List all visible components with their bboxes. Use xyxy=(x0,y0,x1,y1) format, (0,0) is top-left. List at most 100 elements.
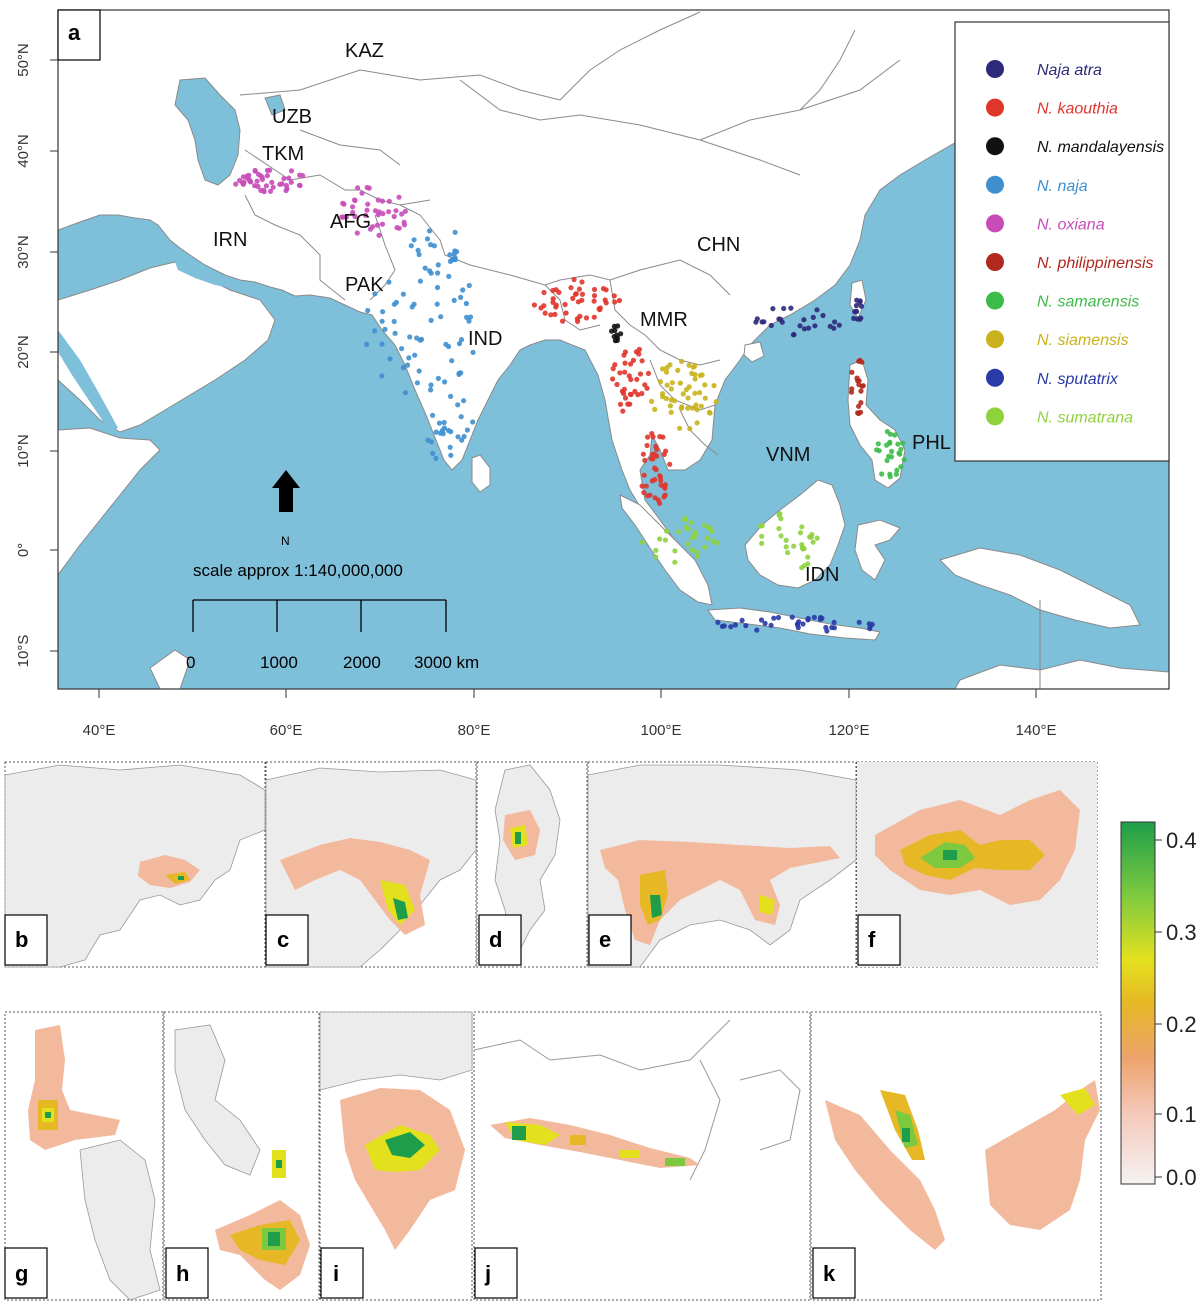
occurrence-point xyxy=(359,190,365,196)
habitat-suitability-panels: b c d e xyxy=(4,761,1102,1301)
occurrence-point xyxy=(612,362,618,368)
occurrence-point xyxy=(620,408,626,414)
occurrence-point xyxy=(435,270,441,276)
occurrence-point xyxy=(627,391,634,397)
occurrence-point xyxy=(447,444,453,450)
scale-tick: 2000 xyxy=(343,653,381,672)
occurrence-point xyxy=(622,395,629,401)
occurrence-point xyxy=(364,341,370,347)
occurrence-point xyxy=(372,291,378,297)
occurrence-point xyxy=(657,473,663,479)
occurrence-point xyxy=(900,440,906,446)
occurrence-point xyxy=(658,482,664,488)
occurrence-point xyxy=(552,311,558,317)
occurrence-point xyxy=(576,286,583,292)
occurrence-point xyxy=(542,310,548,316)
occurrence-point xyxy=(611,293,617,299)
panel-c-label: c xyxy=(277,927,289,952)
occurrence-point xyxy=(441,419,447,426)
occurrence-point xyxy=(392,330,398,336)
occurrence-point xyxy=(297,182,303,189)
occurrence-point xyxy=(702,382,708,388)
occurrence-point xyxy=(636,351,642,357)
aral-sea xyxy=(264,94,286,116)
occurrence-point xyxy=(667,362,673,368)
occurrence-point xyxy=(641,472,647,478)
panel-i-land xyxy=(319,1011,473,1091)
occurrence-point xyxy=(805,617,811,623)
panel-j-label-box xyxy=(474,1247,518,1299)
occurrence-point xyxy=(692,372,698,378)
occurrence-point xyxy=(379,221,386,227)
occurrence-point xyxy=(438,314,444,320)
occurrence-point xyxy=(433,455,439,461)
occurrence-point xyxy=(446,343,452,350)
panel-f-hotspot-center xyxy=(943,850,957,860)
legend-label: N. philippinensis xyxy=(1037,255,1154,272)
occurrence-point xyxy=(382,326,388,332)
occurrence-point xyxy=(711,383,717,389)
occurrence-point xyxy=(466,282,472,289)
occurrence-point xyxy=(664,528,670,534)
occurrence-point xyxy=(898,446,904,452)
panel-k-suitability-borneo xyxy=(985,1080,1100,1230)
panel-j-patch-2 xyxy=(620,1150,640,1158)
panel-label-box-a xyxy=(57,9,101,61)
occurrence-point xyxy=(396,225,402,231)
occurrence-point xyxy=(288,168,295,174)
land-hainan xyxy=(743,341,765,363)
occurrence-point xyxy=(858,400,864,406)
occurrence-point xyxy=(776,512,782,518)
occurrence-point xyxy=(757,523,764,529)
occurrence-point xyxy=(365,307,371,314)
occurrence-point xyxy=(411,301,417,307)
occurrence-point xyxy=(417,278,423,284)
occurrence-point xyxy=(297,172,303,178)
occurrence-point xyxy=(704,535,710,541)
occurrence-point xyxy=(370,224,376,230)
occurrence-point xyxy=(645,370,652,376)
occurrence-point xyxy=(672,548,678,554)
panel-k-label: k xyxy=(823,1261,836,1286)
lon-ticks: 40°E 60°E 80°E 100°E 120°E 140°E xyxy=(83,689,1057,739)
occurrence-point xyxy=(768,622,774,628)
occurrence-point xyxy=(628,376,634,383)
colorbar-ramp xyxy=(1120,821,1156,1185)
occurrence-point xyxy=(434,301,440,307)
occurrence-point xyxy=(680,391,686,397)
colorbar-ticks: 0.4 0.3 0.2 0.1 0.0 xyxy=(1155,828,1197,1190)
occurrence-point xyxy=(463,300,469,307)
occurrence-point xyxy=(653,443,659,449)
occurrence-point xyxy=(573,291,579,297)
land-africa xyxy=(58,427,161,576)
occurrence-point xyxy=(386,209,392,215)
panel-d-land xyxy=(494,764,561,951)
occurrence-point xyxy=(644,442,650,449)
panel-b-hotspot-core xyxy=(178,876,184,880)
occurrence-point xyxy=(350,204,356,210)
legend-items: Naja atra N. kaouthia N. mandalayensis N. n… xyxy=(986,60,1164,426)
occurrence-point xyxy=(824,628,830,634)
occurrence-point xyxy=(628,361,634,367)
lon-tick-label: 40°E xyxy=(83,722,116,739)
occurrence-point xyxy=(652,477,658,483)
panel-i: i xyxy=(319,1011,473,1301)
occurrence-point xyxy=(400,364,406,371)
occurrence-point xyxy=(728,624,734,630)
occurrence-point xyxy=(887,474,893,480)
red-sea xyxy=(58,330,118,432)
occurrence-point xyxy=(343,214,349,220)
occurrence-point xyxy=(270,184,276,190)
occurrence-point xyxy=(339,214,345,220)
occurrence-point xyxy=(591,314,597,320)
occurrence-point xyxy=(427,268,433,274)
panel-h-patch-core xyxy=(276,1160,282,1168)
occurrence-point xyxy=(252,167,258,174)
occurrence-point xyxy=(788,305,794,311)
occurrence-point xyxy=(679,358,685,364)
panel-b-land xyxy=(4,764,266,968)
occurrence-point xyxy=(857,316,863,322)
occurrence-point xyxy=(433,429,439,435)
occurrence-point xyxy=(650,434,656,440)
occurrence-point xyxy=(692,529,698,536)
